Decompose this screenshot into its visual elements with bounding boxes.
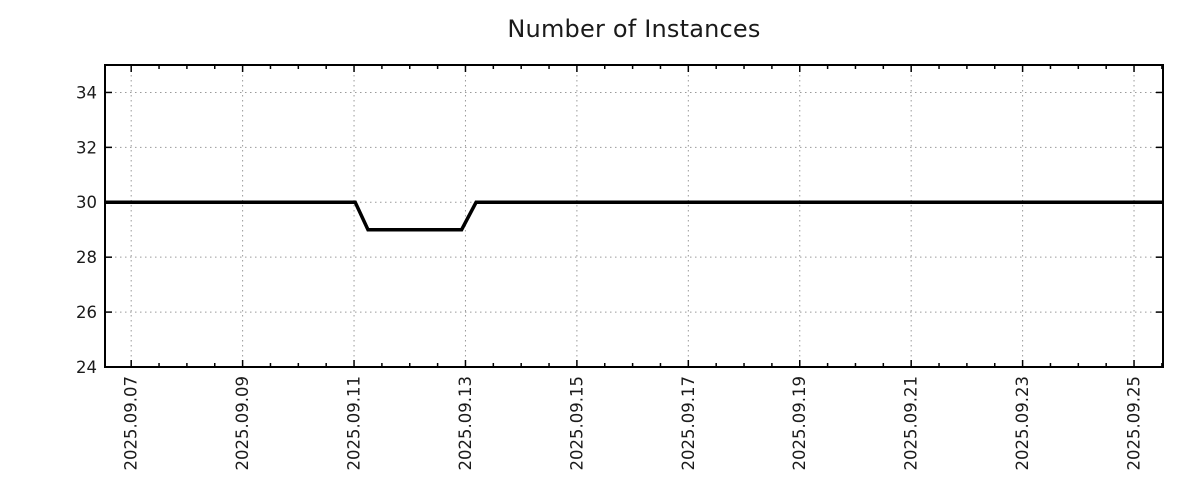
- y-tick-label: 26: [76, 303, 97, 322]
- x-tick-label: 2025.09.23: [1013, 376, 1032, 470]
- x-tick-label: 2025.09.07: [122, 376, 141, 470]
- x-tick-label: 2025.09.21: [902, 376, 921, 470]
- y-tick-label: 30: [76, 193, 97, 212]
- x-tick-label: 2025.09.17: [679, 376, 698, 470]
- y-tick-label: 32: [76, 138, 97, 157]
- x-tick-label: 2025.09.13: [456, 376, 475, 470]
- axis-ticks: [105, 65, 1163, 368]
- x-tick-label: 2025.09.19: [790, 376, 809, 470]
- y-tick-labels: 24 26 28 30 32 34: [76, 83, 97, 377]
- x-tick-label: 2025.09.15: [567, 376, 586, 470]
- grid-lines: [105, 65, 1163, 367]
- plot-border: [104, 64, 1164, 368]
- series-line-instances: [105, 200, 1163, 232]
- chart-title: Number of Instances: [507, 15, 761, 43]
- x-tick-label: 2025.09.11: [345, 376, 364, 470]
- y-tick-label: 34: [76, 83, 97, 102]
- x-tick-labels: 2025.09.07 2025.09.09 2025.09.11 2025.09.13…: [122, 376, 1144, 470]
- x-tick-label: 2025.09.25: [1125, 376, 1144, 470]
- y-tick-label: 24: [76, 358, 97, 377]
- x-tick-label: 2025.09.09: [233, 376, 252, 470]
- y-tick-label: 28: [76, 248, 97, 267]
